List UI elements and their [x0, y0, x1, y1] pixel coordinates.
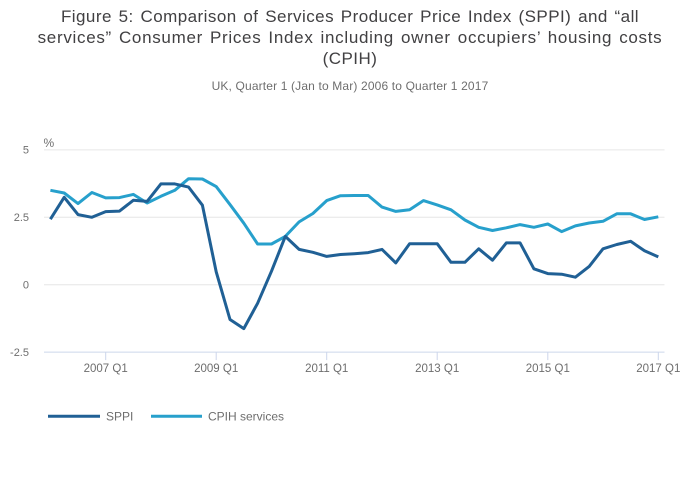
svg-text:2011 Q1: 2011 Q1: [305, 363, 348, 375]
svg-text:CPIH services: CPIH services: [208, 410, 284, 424]
svg-text:5: 5: [23, 145, 29, 157]
svg-text:2017 Q1: 2017 Q1: [636, 363, 680, 375]
svg-text:0: 0: [23, 280, 29, 292]
svg-text:2015 Q1: 2015 Q1: [526, 363, 570, 375]
svg-text:SPPI: SPPI: [106, 410, 133, 424]
svg-text:2007 Q1: 2007 Q1: [84, 363, 128, 375]
svg-text:2009 Q1: 2009 Q1: [194, 363, 238, 375]
svg-text:2013 Q1: 2013 Q1: [415, 363, 459, 375]
svg-text:2.5: 2.5: [14, 212, 29, 224]
svg-text:-2.5: -2.5: [10, 347, 29, 359]
svg-text:%: %: [44, 136, 55, 150]
